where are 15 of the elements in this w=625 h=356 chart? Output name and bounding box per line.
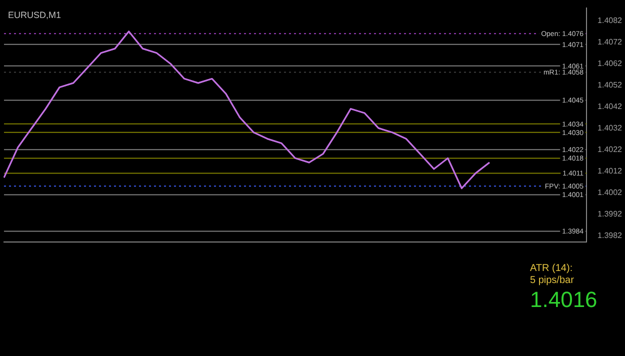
text: ATR (14):	[530, 263, 574, 274]
y-tick-label: 1.4012	[598, 166, 623, 176]
y-tick-label: 1.3992	[598, 209, 623, 218]
y-tick-label: 1.4022	[598, 144, 623, 154]
y-tick-label: 1.4062	[598, 58, 623, 68]
y-tick-label: 1.4032	[598, 123, 623, 132]
y-tick-label: 1.4052	[598, 80, 623, 90]
y-tick-label: 1.4042	[598, 102, 623, 111]
chart-title: EURUSD,M1	[8, 10, 62, 20]
y-tick-label: 1.4082	[598, 16, 623, 25]
y-tick-label: 1.4072	[598, 37, 623, 46]
y-tick-label: 1.4002	[598, 188, 623, 197]
text: 1.4016	[530, 287, 598, 313]
y-tick-label: 1.3982	[598, 230, 623, 240]
text: 5 pips/bar	[530, 275, 575, 286]
